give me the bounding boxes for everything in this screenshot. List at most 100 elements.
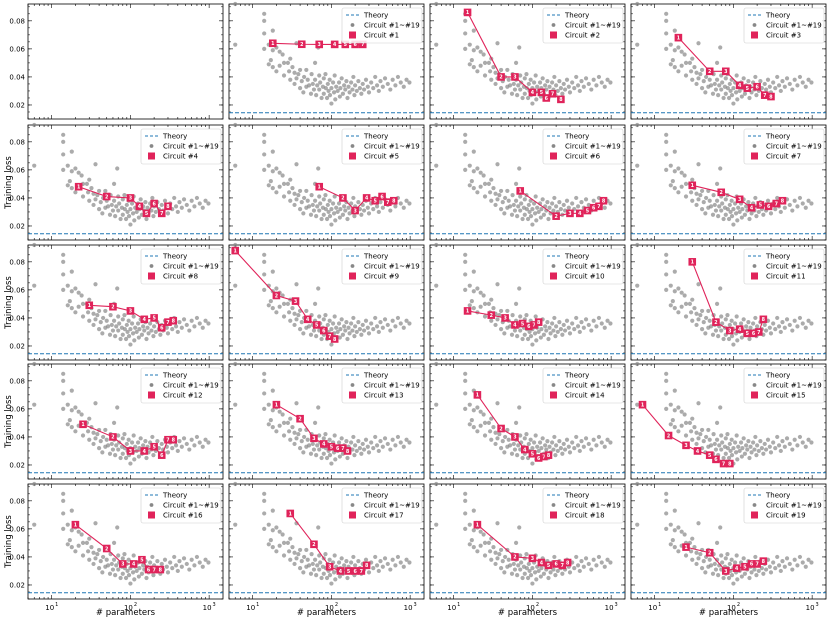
circuit-marker: 7 — [150, 565, 158, 574]
scatter-point — [683, 433, 689, 438]
scatter-point — [262, 391, 267, 396]
scatter-point — [61, 152, 66, 157]
legend-circuit-label: Circuit #4 — [163, 153, 199, 161]
scatter-point — [471, 545, 476, 550]
scatter-point — [262, 526, 267, 531]
scatter-point — [699, 427, 705, 433]
scatter-point — [61, 378, 66, 383]
scatter-point — [73, 549, 78, 554]
scatter-point — [575, 324, 581, 329]
scatter-point — [567, 90, 573, 95]
scatter-point — [548, 331, 553, 336]
scatter-point — [583, 556, 589, 561]
circuit-marker: 1 — [682, 543, 690, 551]
scatter-point — [87, 297, 92, 302]
scatter-point — [184, 202, 189, 208]
legend-all-swatch — [752, 503, 757, 507]
scatter-point — [672, 269, 677, 274]
scatter-point — [181, 556, 187, 561]
scatter-point — [608, 201, 613, 206]
legend-circuit-label: Circuit #16 — [163, 512, 203, 520]
circuit-marker: 2 — [109, 302, 117, 311]
circuit-marker-label: 8 — [762, 559, 766, 565]
scatter-point — [708, 83, 714, 88]
scatter-point — [345, 455, 350, 461]
scatter-point — [672, 48, 677, 53]
scatter-point — [378, 320, 383, 325]
scatter-point — [546, 575, 551, 581]
circuit-marker-label: 3 — [294, 299, 297, 305]
circuit-marker: 6 — [319, 326, 328, 335]
scatter-point — [554, 83, 559, 88]
scatter-point — [145, 325, 150, 330]
scatter-point — [688, 429, 694, 434]
scatter-point — [270, 186, 275, 191]
scatter-point — [736, 205, 741, 210]
scatter-point — [143, 200, 148, 205]
scatter-point — [162, 557, 168, 562]
scatter-point — [266, 522, 271, 527]
scatter-point — [558, 327, 563, 332]
scatter-point — [495, 556, 500, 561]
scatter-point — [371, 446, 376, 451]
circuit-marker-label: 4 — [143, 449, 147, 455]
scatter-point — [519, 560, 524, 565]
circuit-marker-label: 7 — [597, 204, 600, 210]
scatter-point — [471, 306, 476, 311]
scatter-point — [434, 402, 439, 407]
scatter-point — [343, 87, 348, 92]
scatter-point — [698, 432, 703, 437]
scatter-point — [515, 93, 520, 98]
scatter-point — [354, 88, 359, 94]
circuit-marker-square — [717, 188, 726, 197]
scatter-point — [498, 327, 504, 332]
y-tick-label: 0.04 — [9, 73, 25, 81]
circuit-marker: 7 — [339, 444, 347, 452]
scatter-point — [124, 322, 129, 328]
circuit-marker: 8 — [534, 318, 543, 326]
scatter-point — [572, 446, 577, 451]
scatter-point — [280, 532, 285, 537]
scatter-point — [337, 335, 342, 340]
scatter-point — [132, 338, 137, 343]
scatter-point — [151, 214, 156, 219]
scatter-point — [552, 315, 557, 321]
scatter-point — [61, 132, 66, 137]
circuit-marker-label: 2 — [513, 555, 516, 561]
y-axis-title: Training loss — [4, 156, 14, 210]
scatter-point — [173, 563, 179, 568]
scatter-point — [137, 327, 142, 332]
x-tick-label-exponent: 2 — [536, 602, 539, 608]
scatter-point — [726, 95, 732, 101]
scatter-point — [530, 101, 535, 106]
scatter-point — [478, 170, 483, 175]
scatter-point — [105, 443, 111, 448]
scatter-point — [482, 301, 488, 307]
circuit-marker: 8 — [767, 92, 775, 101]
scatter-point — [136, 454, 141, 459]
scatter-point — [547, 205, 552, 210]
circuit-marker: 7 — [772, 199, 781, 208]
circuit-marker-square — [157, 451, 166, 459]
scatter-point — [513, 420, 519, 426]
scatter-point — [290, 186, 295, 191]
scatter-point — [312, 60, 318, 66]
legend-theory-label: Theory — [363, 133, 388, 141]
plot-frame — [228, 244, 425, 361]
scatter-point — [122, 432, 127, 437]
scatter-point — [478, 423, 483, 428]
circuit-marker-square — [272, 400, 281, 409]
scatter-point — [337, 574, 342, 579]
scatter-point — [731, 101, 736, 106]
scatter-point — [771, 321, 776, 326]
circuit-marker: 3 — [566, 209, 574, 218]
scatter-point — [292, 430, 297, 435]
circuit-marker-square — [664, 431, 673, 440]
circuit-marker-square — [705, 67, 714, 76]
scatter-point — [471, 289, 476, 294]
circuit-marker-square — [156, 565, 165, 574]
scatter-point — [672, 545, 677, 550]
